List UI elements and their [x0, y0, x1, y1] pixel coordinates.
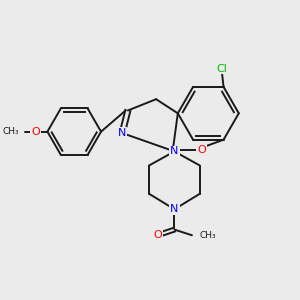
Text: N: N — [170, 204, 178, 214]
Text: N: N — [170, 146, 178, 156]
Text: Cl: Cl — [217, 64, 228, 74]
Text: O: O — [197, 145, 206, 155]
Text: O: O — [153, 230, 162, 240]
Text: CH₃: CH₃ — [200, 231, 217, 240]
Text: N: N — [118, 128, 126, 138]
Text: O: O — [31, 127, 40, 137]
Text: CH₃: CH₃ — [3, 127, 20, 136]
